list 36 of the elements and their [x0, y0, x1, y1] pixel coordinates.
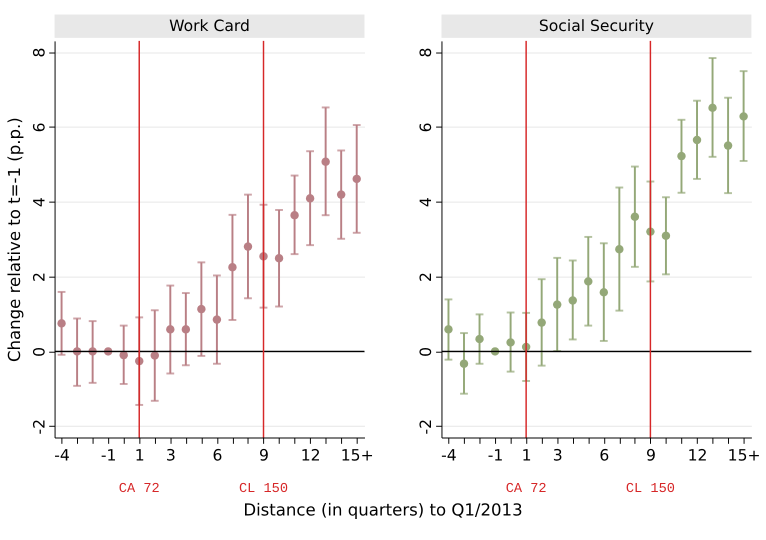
x-tick-label: 3 — [166, 446, 176, 464]
x-axis-title: Distance (in quarters) to Q1/2013 — [243, 500, 523, 520]
x-tick-label: 6 — [212, 446, 222, 464]
y-tick-label: 4 — [417, 197, 436, 208]
x-tick-label: 15+ — [340, 446, 374, 464]
y-tick-label: -2 — [30, 418, 48, 435]
y-axis-title: Change relative to t=-1 (p.p.) — [4, 117, 24, 362]
x-tick-label: 12 — [688, 446, 708, 464]
x-tick-label: -1 — [100, 446, 116, 464]
chart-title: Work Card — [169, 17, 250, 36]
x-tick-label: 9 — [259, 446, 269, 464]
ref-line-label: CL 150 — [238, 482, 288, 498]
x-tick-label: 6 — [599, 446, 610, 464]
x-tick-label: -4 — [441, 446, 457, 464]
y-tick-label: 8 — [417, 48, 436, 58]
x-tick-label: 15+ — [728, 446, 761, 464]
x-tick-label: 9 — [646, 446, 656, 464]
y-tick-label: 8 — [30, 48, 48, 58]
x-tick-label: -4 — [54, 446, 70, 464]
x-tick-label: 3 — [552, 446, 563, 464]
y-tick-label: 6 — [417, 122, 436, 132]
y-tick-label: 0 — [30, 346, 48, 357]
y-tick-label: 0 — [417, 346, 436, 357]
ref-line-label: CL 150 — [626, 482, 675, 498]
x-tick-label: 1 — [522, 446, 532, 464]
x-tick-label: 1 — [134, 446, 145, 464]
ref-line-label: CA 72 — [506, 482, 547, 498]
ref-line-label: CA 72 — [118, 482, 160, 498]
y-tick-label: 2 — [30, 272, 48, 282]
y-tick-label: 2 — [417, 272, 436, 282]
x-tick-label: 12 — [300, 446, 321, 464]
chart-title: Social Security — [538, 17, 654, 36]
x-tick-label: -1 — [488, 446, 504, 464]
y-tick-label: -2 — [417, 418, 436, 435]
y-tick-label: 4 — [30, 197, 48, 208]
y-tick-label: 6 — [30, 122, 48, 132]
